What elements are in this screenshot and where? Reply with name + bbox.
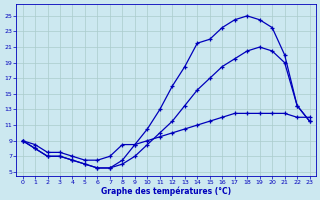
X-axis label: Graphe des températures (°C): Graphe des températures (°C): [101, 186, 231, 196]
